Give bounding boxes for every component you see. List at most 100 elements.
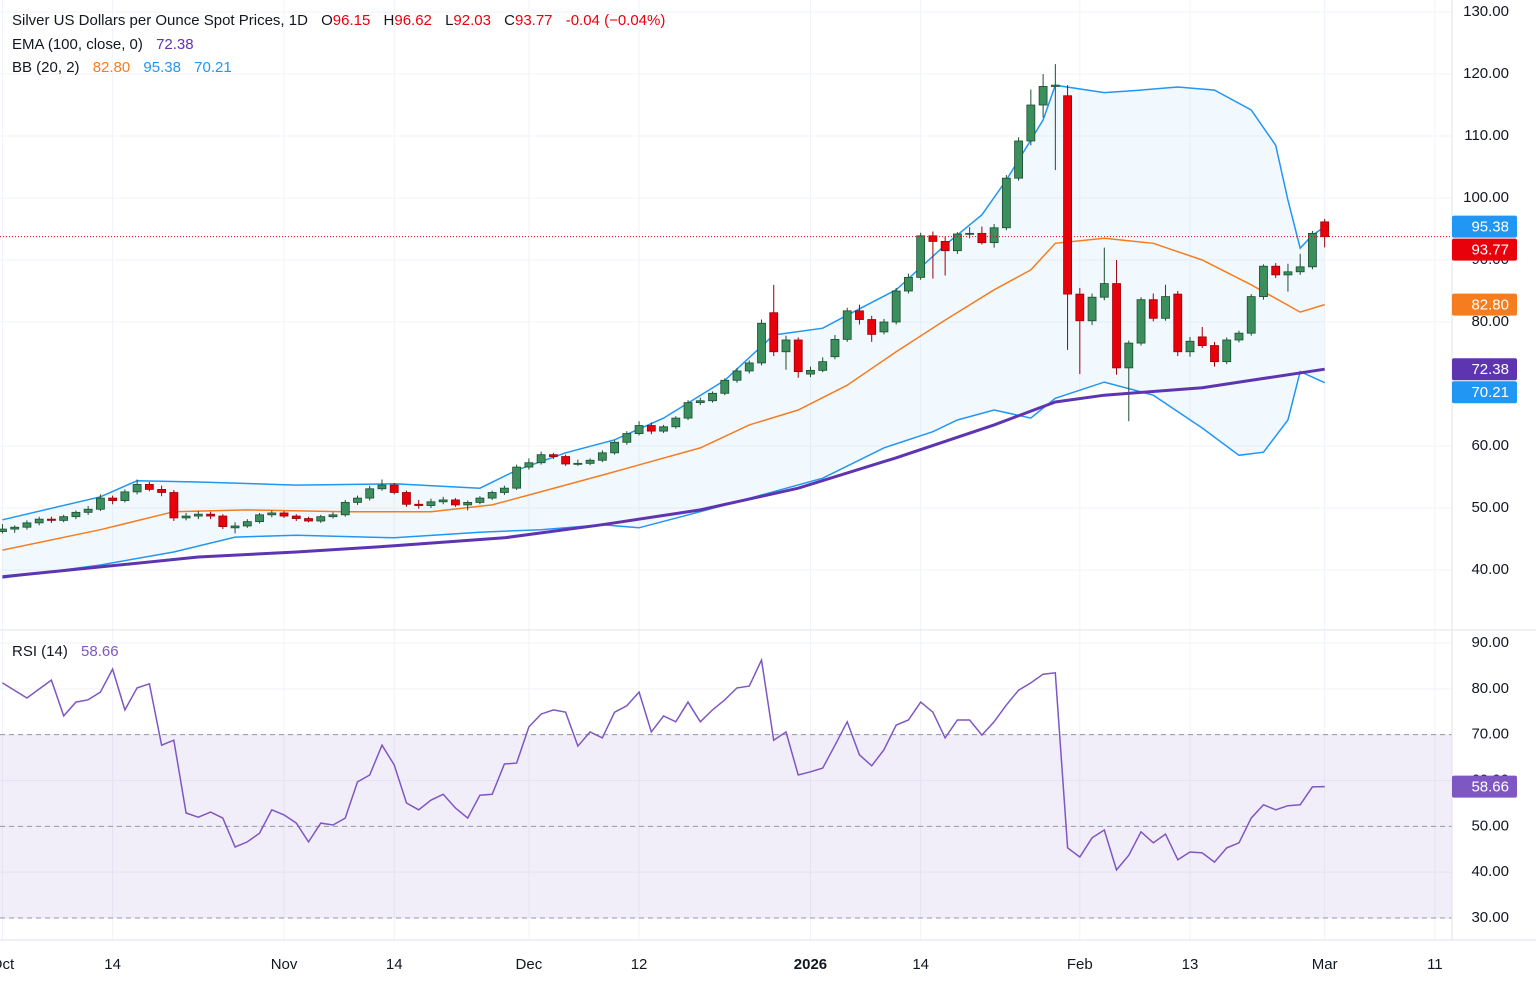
price-label: 93.77 — [1471, 242, 1509, 259]
candle-body — [304, 518, 313, 522]
candle-body — [1112, 283, 1121, 369]
ohlc-value: 96.62 — [394, 12, 432, 29]
candle-body — [0, 528, 7, 532]
x-tick-label: Mar — [1312, 956, 1338, 973]
candle-body — [769, 312, 779, 353]
price-label-bg — [1452, 775, 1517, 798]
price-label: 72.38 — [1471, 361, 1509, 378]
candle-body — [548, 454, 558, 457]
y-tick-label: 50.00 — [1471, 817, 1509, 834]
candle-body — [1001, 177, 1011, 229]
candle-body — [1295, 266, 1305, 273]
candle-body — [818, 361, 828, 371]
indicator-value: 72.38 — [156, 36, 194, 53]
candle-body — [536, 454, 546, 464]
candle-body — [157, 488, 167, 493]
ohlc-value: 96.15 — [332, 12, 371, 29]
x-tick-label: 14 — [386, 956, 403, 973]
candle-body — [181, 515, 191, 519]
candle-body — [1320, 221, 1330, 238]
candle-body — [646, 425, 656, 432]
candle-body — [1271, 265, 1281, 276]
candle-body — [267, 512, 277, 516]
candle-body — [22, 522, 32, 528]
candle-body — [414, 503, 424, 506]
x-tick-label: Feb — [1067, 956, 1093, 973]
candle-body — [573, 462, 583, 465]
candle-body — [940, 241, 950, 252]
candle-body — [340, 502, 350, 516]
price-label-bg — [1452, 381, 1517, 404]
candle-body — [10, 526, 20, 530]
candle-body — [977, 232, 987, 244]
candle-body — [891, 290, 901, 323]
candle-body — [671, 417, 681, 428]
candle-body — [622, 433, 632, 443]
candle-body — [389, 484, 399, 493]
candle-body — [71, 511, 81, 518]
candle-body — [597, 452, 607, 461]
candle-body — [916, 235, 926, 278]
price-label: 82.80 — [1471, 297, 1509, 314]
indicator-name: BB (20, 2) — [12, 59, 80, 76]
candle-body — [585, 459, 595, 464]
candle-body — [744, 362, 754, 372]
candle-body — [867, 319, 877, 335]
candle-body — [169, 492, 179, 519]
candle-body — [683, 402, 693, 419]
candle-body — [524, 462, 534, 468]
ohlc-key: O — [321, 12, 333, 29]
candle-body — [255, 514, 264, 523]
candle-body — [475, 497, 485, 503]
y-tick-label: 50.00 — [1471, 499, 1509, 516]
candle-body — [193, 513, 203, 517]
indicator-value: 58.66 — [81, 643, 119, 660]
y-tick-label: 90.00 — [1471, 634, 1509, 651]
x-tick-label: Dec — [516, 956, 543, 973]
candle-body — [377, 484, 387, 490]
y-tick-label: 70.00 — [1471, 726, 1509, 743]
title: Silver US Dollars per Ounce Spot Prices,… — [12, 12, 308, 29]
price-label-bg — [1452, 358, 1517, 381]
change-percent: (−0.04%) — [604, 12, 666, 29]
candle-body — [1246, 296, 1256, 334]
candle-body — [500, 487, 509, 493]
change: -0.04 — [565, 12, 600, 29]
candle-body — [1038, 86, 1048, 106]
indicator-name: EMA (100, close, 0) — [12, 36, 143, 53]
candle-body — [1136, 299, 1146, 344]
candle-body — [279, 512, 289, 517]
candle-body — [83, 508, 93, 513]
candle-body — [1148, 299, 1158, 319]
candle-body — [720, 379, 730, 394]
candle-body — [1308, 232, 1317, 268]
candle-body — [402, 492, 411, 505]
candle-body — [47, 518, 56, 521]
candle-body — [806, 369, 815, 375]
y-tick-label: 30.00 — [1471, 909, 1509, 926]
candle-body — [879, 321, 889, 333]
candle-body — [95, 497, 105, 510]
legend-bb: BB (20, 2) 82.80 95.38 70.21 — [12, 59, 232, 76]
x-tick-label: 13 — [1182, 956, 1199, 973]
indicator-value: 82.80 — [92, 59, 131, 76]
candle-body — [1185, 340, 1195, 353]
candle-body — [965, 232, 975, 235]
rsi-line — [2, 657, 1325, 872]
candle-body — [855, 310, 864, 320]
candle-body — [218, 515, 228, 527]
marks-layer — [0, 64, 1452, 919]
x-tick-label: Oct — [0, 956, 15, 973]
indicator-line — [2, 370, 1326, 579]
candle-body — [781, 339, 791, 353]
y-tick-label: 60.00 — [1471, 437, 1509, 454]
x-tick-label: 11 — [1427, 956, 1443, 973]
candle-body — [1197, 336, 1207, 346]
candle-body — [1210, 345, 1219, 363]
price-label-bg — [1452, 293, 1517, 316]
candle-body — [206, 513, 215, 517]
candle-body — [438, 499, 448, 503]
candle-body — [1014, 140, 1024, 179]
candle-body — [1063, 95, 1072, 295]
y-tick-label: 40.00 — [1471, 561, 1509, 578]
